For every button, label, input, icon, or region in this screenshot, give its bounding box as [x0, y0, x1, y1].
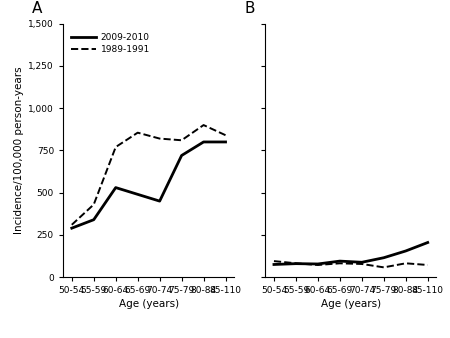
Line: 2009-2010: 2009-2010: [72, 142, 225, 228]
1989-1991: [201, 123, 206, 127]
2009-2010: [113, 186, 118, 190]
1989-1991: [91, 202, 96, 207]
X-axis label: Age (years): Age (years): [119, 299, 179, 309]
1989-1991: [315, 263, 320, 267]
1989-1991: [425, 263, 430, 267]
2009-2010: [315, 262, 320, 266]
2009-2010: [359, 260, 364, 264]
2009-2010: [135, 192, 140, 196]
Line: 2009-2010: 2009-2010: [274, 243, 428, 264]
2009-2010: [271, 262, 277, 266]
1989-1991: [69, 223, 75, 227]
1989-1991: [293, 261, 299, 265]
1989-1991: [135, 131, 140, 135]
Line: 1989-1991: 1989-1991: [72, 125, 225, 225]
1989-1991: [179, 138, 184, 142]
2009-2010: [425, 241, 430, 245]
2009-2010: [179, 153, 184, 158]
Text: A: A: [32, 1, 43, 16]
2009-2010: [403, 249, 409, 253]
2009-2010: [157, 199, 162, 203]
Text: B: B: [245, 1, 255, 16]
X-axis label: Age (years): Age (years): [321, 299, 381, 309]
2009-2010: [201, 140, 206, 144]
2009-2010: [381, 256, 387, 260]
2009-2010: [91, 218, 96, 222]
1989-1991: [223, 133, 228, 137]
Line: 1989-1991: 1989-1991: [274, 261, 428, 267]
Legend: 2009-2010, 1989-1991: 2009-2010, 1989-1991: [71, 33, 150, 54]
1989-1991: [337, 261, 342, 265]
1989-1991: [403, 261, 409, 265]
2009-2010: [223, 140, 228, 144]
Y-axis label: Incidence/100,000 person-years: Incidence/100,000 person-years: [14, 67, 24, 234]
1989-1991: [271, 259, 277, 263]
1989-1991: [113, 145, 118, 149]
2009-2010: [69, 226, 75, 230]
1989-1991: [381, 265, 387, 269]
1989-1991: [157, 137, 162, 141]
2009-2010: [293, 262, 299, 266]
2009-2010: [337, 259, 342, 263]
1989-1991: [359, 262, 364, 266]
